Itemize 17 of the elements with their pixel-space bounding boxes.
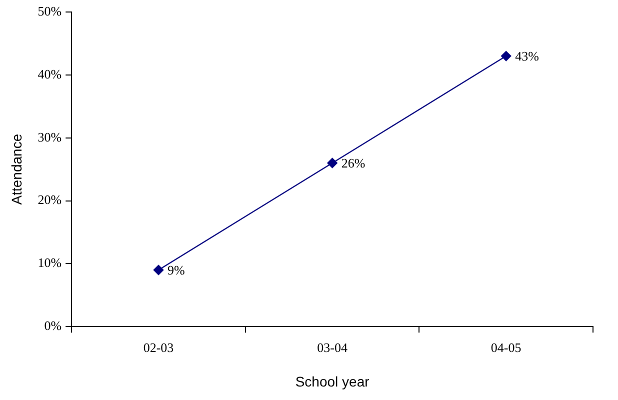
point <box>153 264 164 276</box>
point <box>501 50 512 62</box>
y-tick-label: 50% <box>38 3 62 18</box>
data-label: 43% <box>515 48 540 64</box>
y-tick-label: 20% <box>38 192 62 208</box>
point <box>327 158 338 168</box>
y-tick-label: 10% <box>38 255 62 270</box>
data-label: 26% <box>341 155 366 170</box>
x-tick-label: 04-05 <box>490 340 522 355</box>
y-tick-label: 0% <box>44 318 62 334</box>
data-label: 9% <box>168 262 186 278</box>
y-tick-label: 40% <box>38 66 62 82</box>
y-axis-title: Attendance <box>8 134 24 205</box>
x-tick-label: 02-03 <box>143 340 174 355</box>
x-tick-label: 03-04 <box>317 340 348 355</box>
x-axis-title: School year <box>295 373 370 390</box>
y-tick-label: 30% <box>38 129 62 144</box>
